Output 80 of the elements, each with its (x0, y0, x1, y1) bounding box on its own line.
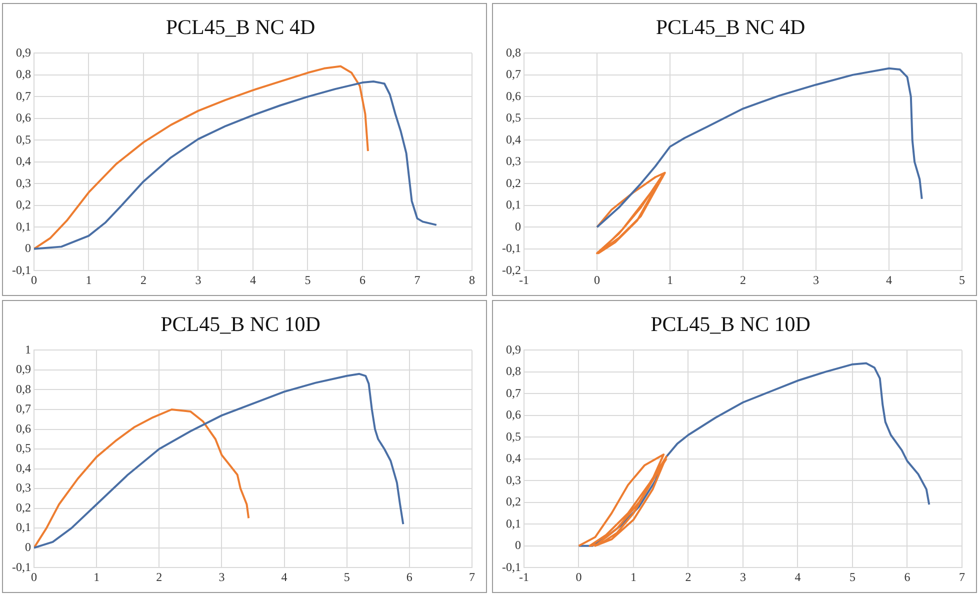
y-tick-label: 0,6 (16, 110, 31, 125)
y-tick-label: 0,9 (16, 362, 31, 376)
x-tick-label: 4 (281, 570, 288, 584)
y-tick-label: -0,1 (12, 262, 31, 277)
y-tick-label: 0,9 (16, 45, 31, 60)
x-tick-label: 5 (959, 272, 965, 287)
y-tick-label: 0,8 (16, 382, 31, 396)
y-tick-label: 0,1 (506, 516, 521, 530)
y-tick-label: 0,7 (506, 386, 521, 400)
y-tick-label: 0,6 (506, 88, 521, 103)
y-tick-label: 0,3 (16, 480, 31, 495)
x-tick-label: -1 (518, 570, 529, 584)
x-tick-label: 3 (218, 570, 225, 584)
y-tick-label: 0,3 (506, 472, 521, 487)
x-tick-label: -1 (518, 272, 529, 287)
y-tick-label: 0,1 (16, 219, 31, 234)
x-tick-label: 2 (140, 272, 146, 287)
y-tick-label: 0,5 (16, 132, 31, 146)
x-tick-label: 6 (904, 570, 910, 584)
x-tick-label: 1 (630, 570, 636, 584)
y-tick-label: 0,5 (506, 429, 521, 444)
x-tick-label: 1 (666, 272, 673, 287)
x-tick-label: 2 (156, 570, 162, 584)
y-tick-label: -0,1 (12, 560, 31, 574)
y-tick-label: 0,7 (16, 88, 31, 103)
y-tick-label: 0,7 (506, 67, 521, 82)
y-tick-label: 0,2 (506, 494, 521, 509)
y-tick-label: 0,7 (16, 402, 31, 416)
y-tick-label: 0,4 (16, 154, 31, 168)
x-tick-label: 5 (344, 570, 350, 584)
x-tick-label: 6 (360, 272, 366, 287)
y-tick-label: 0,2 (16, 500, 31, 514)
x-tick-label: 6 (406, 570, 412, 584)
y-tick-label: 0 (514, 538, 521, 552)
x-tick-label: 1 (86, 272, 92, 287)
x-tick-label: 4 (250, 272, 256, 287)
x-tick-label: 5 (850, 570, 856, 584)
x-tick-label: 7 (959, 570, 965, 584)
y-tick-label: -0,1 (502, 560, 521, 574)
y-tick-label: 0,9 (506, 342, 521, 356)
y-tick-label: 0 (24, 540, 31, 554)
y-tick-label: -0,2 (502, 262, 521, 277)
chart-title: PCL45_B NC 10D (160, 312, 320, 336)
y-tick-label: 0 (514, 219, 521, 234)
chart-title: PCL45_B NC 10D (650, 312, 810, 336)
x-tick-label: 8 (469, 272, 475, 287)
y-tick-label: 0,4 (506, 451, 521, 466)
y-tick-label: 0 (24, 241, 31, 256)
x-tick-label: 7 (469, 570, 475, 584)
chart-title: PCL45_B NC 4D (166, 15, 316, 40)
chart-title: PCL45_B NC 4D (656, 15, 806, 40)
y-tick-label: 0,4 (16, 460, 31, 475)
x-tick-label: 3 (813, 272, 819, 287)
x-tick-label: 4 (886, 272, 892, 287)
x-tick-label: 4 (794, 570, 801, 584)
x-tick-label: 1 (94, 570, 100, 584)
y-tick-label: 0,2 (506, 176, 521, 190)
y-tick-label: 0,8 (506, 364, 521, 378)
y-tick-label: 1 (24, 342, 31, 356)
y-tick-label: 0,8 (506, 45, 521, 60)
y-tick-label: 0,1 (16, 520, 31, 534)
x-tick-label: 0 (576, 570, 582, 584)
y-tick-label: 0,3 (506, 154, 521, 168)
y-tick-label: -0,1 (502, 241, 521, 256)
y-tick-label: 0,5 (16, 441, 31, 456)
x-tick-label: 2 (740, 272, 746, 287)
y-tick-label: 0,5 (506, 110, 521, 125)
y-tick-label: 0,3 (16, 176, 31, 190)
y-tick-label: 0,1 (506, 198, 521, 212)
x-tick-label: 0 (594, 272, 600, 287)
y-tick-label: 0,6 (506, 408, 521, 422)
x-tick-label: 5 (304, 272, 311, 287)
x-tick-label: 7 (414, 272, 420, 287)
x-tick-label: 2 (685, 570, 692, 584)
x-tick-label: 3 (195, 272, 202, 287)
y-tick-label: 0,4 (506, 132, 521, 146)
y-tick-label: 0,8 (16, 67, 31, 82)
x-tick-label: 3 (740, 570, 746, 584)
y-tick-label: 0,2 (16, 198, 31, 212)
y-tick-label: 0,6 (16, 421, 31, 436)
